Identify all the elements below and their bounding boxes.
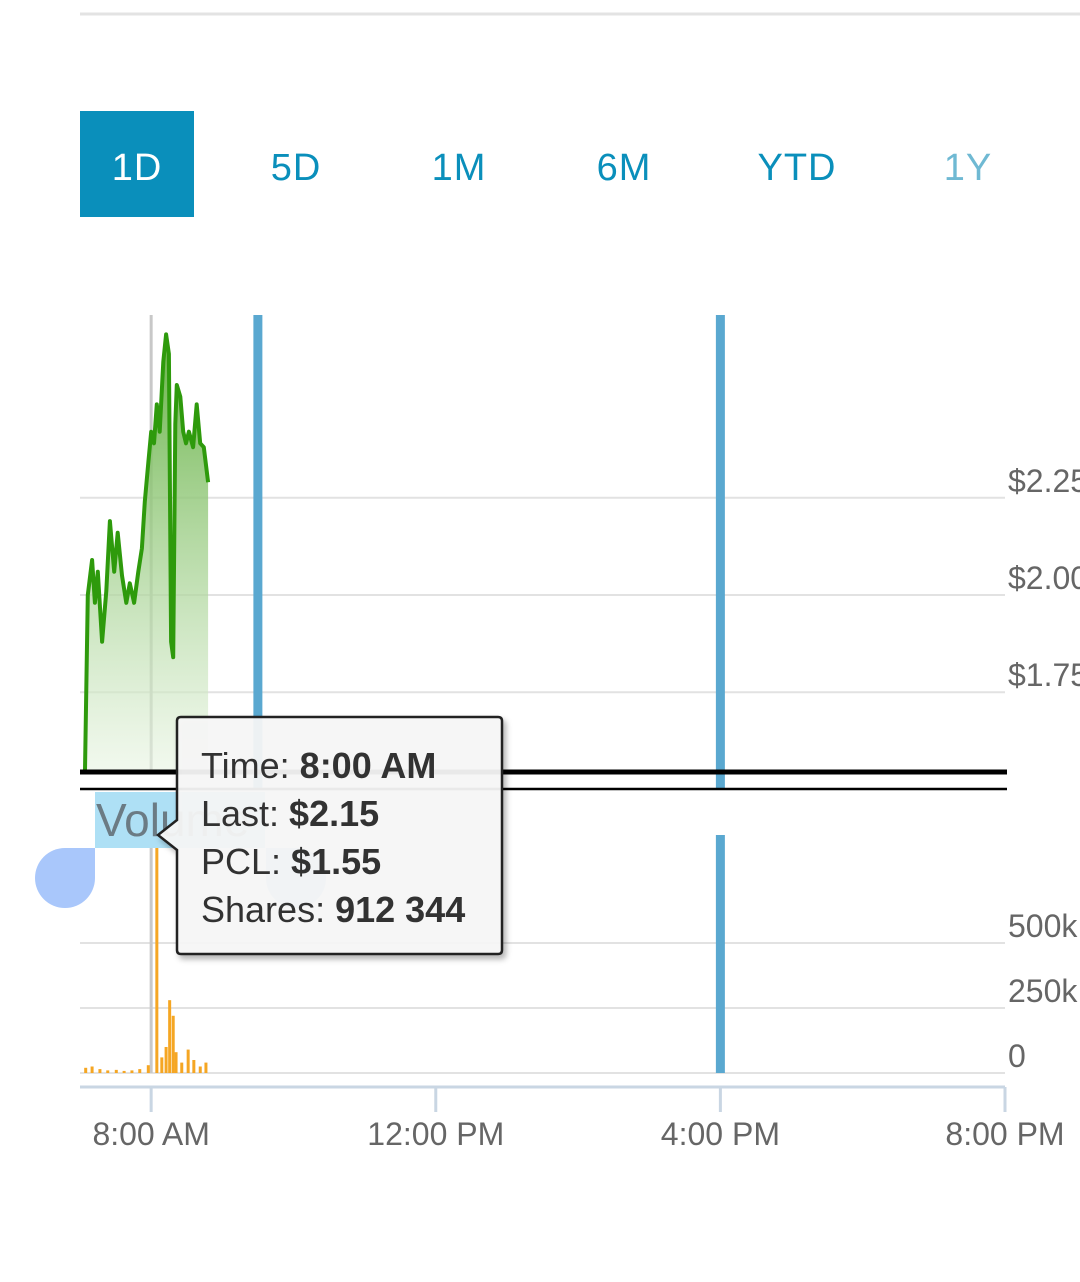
tooltip-label: Shares: <box>201 889 325 930</box>
y-tick-label: $2.00 <box>1008 560 1080 596</box>
y-tick-label: 0 <box>1008 1038 1026 1074</box>
volume-bar <box>186 1049 190 1073</box>
tab[interactable]: 6M <box>597 147 652 189</box>
tab-label: 1Y <box>944 147 992 189</box>
volume-bar <box>84 1067 88 1073</box>
y-tick-label: $2.25 <box>1008 463 1080 499</box>
volume-bar <box>114 1069 118 1073</box>
tooltip-row: Time: 8:00 AM <box>201 745 436 786</box>
x-tick-label: 8:00 PM <box>945 1116 1064 1152</box>
volume-bar <box>138 1069 142 1073</box>
volume-bar <box>180 1062 184 1073</box>
tooltip-value: $1.55 <box>291 841 381 882</box>
volume-bar <box>171 1015 175 1073</box>
tooltip-label: Last: <box>201 793 279 834</box>
tooltip-row: PCL: $1.55 <box>201 841 381 882</box>
tab-label: YTD <box>758 147 837 189</box>
price-line <box>83 332 211 771</box>
tooltip-row: Last: $2.15 <box>201 793 379 834</box>
y-tick-label: 250k <box>1008 973 1078 1009</box>
y-tick-label: $1.75 <box>1008 657 1080 693</box>
tab[interactable]: 1M <box>432 147 487 189</box>
tooltip-row: Shares: 912 344 <box>201 889 465 930</box>
volume-bar <box>174 1052 178 1073</box>
volume-bar <box>168 1000 172 1073</box>
volume-bar <box>155 835 159 1073</box>
tab[interactable]: 1D <box>80 111 194 217</box>
volume-bar <box>192 1059 196 1073</box>
tooltip-value: 8:00 AM <box>300 745 437 786</box>
drag-handle[interactable] <box>35 848 95 908</box>
tooltip-value: $2.15 <box>289 793 379 834</box>
tab[interactable]: YTD <box>758 147 837 189</box>
volume-bar <box>198 1066 202 1073</box>
volume-bar <box>90 1066 94 1073</box>
tab[interactable]: 5D <box>271 147 322 189</box>
volume-bar <box>122 1070 126 1073</box>
volume-bar <box>106 1070 110 1073</box>
range-tabs: 1D 5D 1M 6M YTD 1Y <box>80 111 992 217</box>
tab-label: 5D <box>271 147 322 189</box>
volume-bar <box>98 1069 102 1073</box>
x-tick-label: 8:00 AM <box>92 1116 209 1152</box>
tab-highlight <box>80 111 194 217</box>
price-area <box>85 334 209 770</box>
volume-bar <box>130 1070 134 1073</box>
tooltip-label: Time: <box>201 745 290 786</box>
y-tick-label: 500k <box>1008 908 1078 944</box>
x-tick-label: 12:00 PM <box>367 1116 504 1152</box>
tooltip-label: PCL: <box>201 841 281 882</box>
tab-label: 1M <box>432 147 487 189</box>
tab-label: 6M <box>597 147 652 189</box>
tab[interactable]: 1Y <box>944 147 992 189</box>
x-tick-label: 4:00 PM <box>661 1116 780 1152</box>
tab-label: 1D <box>112 147 163 189</box>
volume-bar <box>164 1046 168 1073</box>
tooltip-value: 912 344 <box>335 889 465 930</box>
volume-bar <box>160 1057 164 1073</box>
tooltip-box <box>155 715 504 956</box>
price-chart: $1.75 $2.00 $2.25 <box>80 315 1080 788</box>
volume-bar <box>204 1062 208 1073</box>
volume-bar <box>146 1065 150 1073</box>
